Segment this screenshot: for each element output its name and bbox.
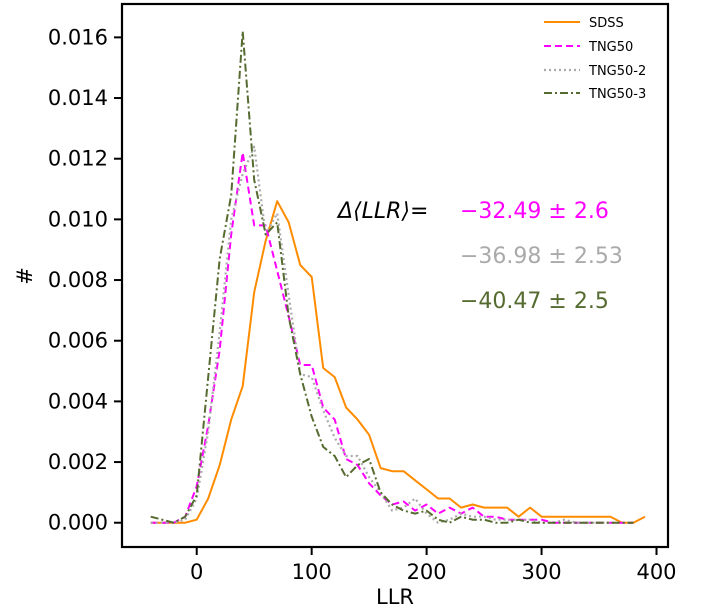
y-tick-label: 0.014 xyxy=(48,86,108,110)
delta-tng50-value: −32.49 ± 2.6 xyxy=(460,199,609,224)
y-axis-ticks: 0.000 0.002 0.004 0.006 0.008 0.010 0.012 0.014… xyxy=(48,25,122,535)
delta-llr-label: Δ⟨LLR⟩= xyxy=(336,199,428,224)
y-tick-label: 0.016 xyxy=(48,25,108,49)
series-line-sdss xyxy=(150,200,646,524)
legend-label-tng50-2: TNG50-2 xyxy=(588,64,646,79)
x-tick-label: 0 xyxy=(190,560,203,584)
x-axis-label: LLR xyxy=(376,585,414,609)
x-tick-label: 400 xyxy=(636,560,676,584)
y-tick-label: 0.000 xyxy=(48,511,108,535)
x-tick-label: 200 xyxy=(407,560,447,584)
delta-tng50-3-value: −40.47 ± 2.5 xyxy=(460,289,609,314)
series-line-tng50-3 xyxy=(150,30,634,524)
y-tick-label: 0.004 xyxy=(48,389,108,413)
legend-label-tng50-3: TNG50-3 xyxy=(588,87,646,102)
y-tick-label: 0.002 xyxy=(48,450,108,474)
y-tick-label: 0.010 xyxy=(48,207,108,231)
delta-tng50-2-value: −36.98 ± 2.53 xyxy=(460,244,623,269)
legend-label-sdss: SDSS xyxy=(589,16,624,31)
plot-frame xyxy=(120,2,670,549)
legend-label-tng50: TNG50 xyxy=(588,40,633,55)
series-group xyxy=(150,30,646,524)
series-line-tng50-2 xyxy=(150,145,634,524)
x-tick-label: 100 xyxy=(292,560,332,584)
y-tick-label: 0.012 xyxy=(48,147,108,171)
y-axis-label: # xyxy=(13,267,37,285)
y-tick-label: 0.006 xyxy=(48,329,108,353)
x-tick-label: 300 xyxy=(522,560,562,584)
y-tick-label: 0.008 xyxy=(48,268,108,292)
x-axis-ticks: 0 100 200 300 400 xyxy=(190,547,677,584)
legend: SDSS TNG50 TNG50-2 TNG50-3 xyxy=(544,16,646,102)
